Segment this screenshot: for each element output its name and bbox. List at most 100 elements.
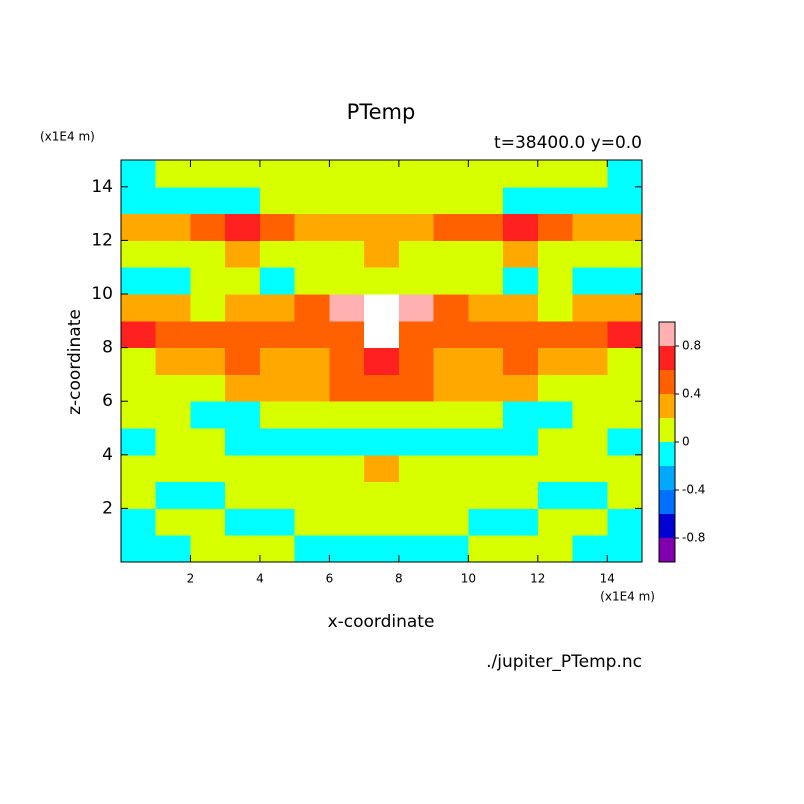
y-tick-label: 8 [102,338,113,358]
contour-cell [259,213,296,241]
contour-cell [468,294,504,322]
contour-cell [537,186,574,215]
colorbar-bin [659,538,675,562]
contour-cell [503,374,539,402]
contour-cell [225,347,261,375]
contour-cell [294,401,330,429]
contour-cell [364,508,400,536]
contour-cell [607,454,643,483]
contour-cell [572,401,608,429]
contour-cell [225,481,261,509]
contour-cell [503,428,539,456]
contour-cell [433,454,469,483]
contour-cell [294,240,330,268]
x-tick-label: 2 [187,572,195,586]
contour-cell [398,240,435,268]
contour-cell [398,267,435,295]
contour-cell [364,374,400,402]
contour-cell [225,186,261,215]
contour-cell [537,267,574,295]
contour-cell [468,186,504,215]
contour-cell [329,481,365,509]
contour-cell [121,267,157,295]
contour-cell [468,213,504,241]
contour-cell [572,267,608,295]
x-tick-label: 6 [326,572,334,586]
contour-cell [225,374,261,402]
colorbar-label: 0.8 [682,339,701,353]
contour-cell [155,428,191,456]
contour-cell [329,347,365,375]
contour-cell [398,347,435,375]
contour-cell [433,481,469,509]
contour-cell [433,374,469,402]
contour-cell [537,481,574,509]
contour-cell [433,347,469,375]
contour-cell [259,374,296,402]
contour-cell [294,535,330,563]
contour-cell [468,267,504,295]
contour-cell [398,160,435,188]
colorbar-bin [659,370,675,394]
contour-cell [294,508,330,536]
colorbar-bin [659,490,675,514]
contour-cell [364,213,400,241]
contour-cell [259,401,296,429]
contour-cell [537,401,574,429]
contour-cell [572,347,608,375]
contour-cell [537,240,574,268]
contour-cell [364,347,400,375]
x-tick-label: 8 [395,572,403,586]
contour-cell [572,320,608,349]
contour-cell [468,160,504,188]
contour-cell [537,320,574,349]
contour-cell [225,320,261,349]
contour-cell [468,240,504,268]
x-tick-label: 12 [530,572,545,586]
contour-cell [121,401,157,429]
contour-cell [259,294,296,322]
y-tick-label: 14 [91,177,113,197]
contour-cell [294,213,330,241]
contour-cell [503,508,539,536]
contour-cell [121,294,157,322]
contour-cell [190,347,226,375]
contour-cell [155,213,191,241]
contour-cell [190,267,226,295]
contour-cell [468,347,504,375]
contour-cell [537,428,574,456]
subtitle: t=38400.0 y=0.0 [494,133,642,153]
contour-cell [607,213,643,241]
contour-cell [155,401,191,429]
contour-cell [225,535,261,563]
contour-cell [398,320,435,349]
contour-cell [607,347,643,375]
contour-cell [364,481,400,509]
contour-cell [225,267,261,295]
contour-cell [398,428,435,456]
contour-cell [433,240,469,268]
contour-cell [121,508,157,536]
contour-cell [294,428,330,456]
contour-cell [607,186,643,215]
contour-cell [294,320,330,349]
contour-cell [503,401,539,429]
contour-cell [503,267,539,295]
contour-cell [190,240,226,268]
contour-cell [572,454,608,483]
contour-cell [329,294,365,322]
contour-cell [572,213,608,241]
contour-cell [329,320,365,349]
contour-cell [259,347,296,375]
y-tick-label: 4 [102,445,113,465]
contour-cell [468,320,504,349]
contour-cell [294,267,330,295]
contour-cell [572,294,608,322]
contour-cell [155,294,191,322]
contour-cell [607,481,643,509]
contour-cell [433,401,469,429]
colorbar-label: 0 [682,435,690,449]
contour-cell [329,428,365,456]
plot-frame [120,159,643,563]
contour-cell [294,454,330,483]
